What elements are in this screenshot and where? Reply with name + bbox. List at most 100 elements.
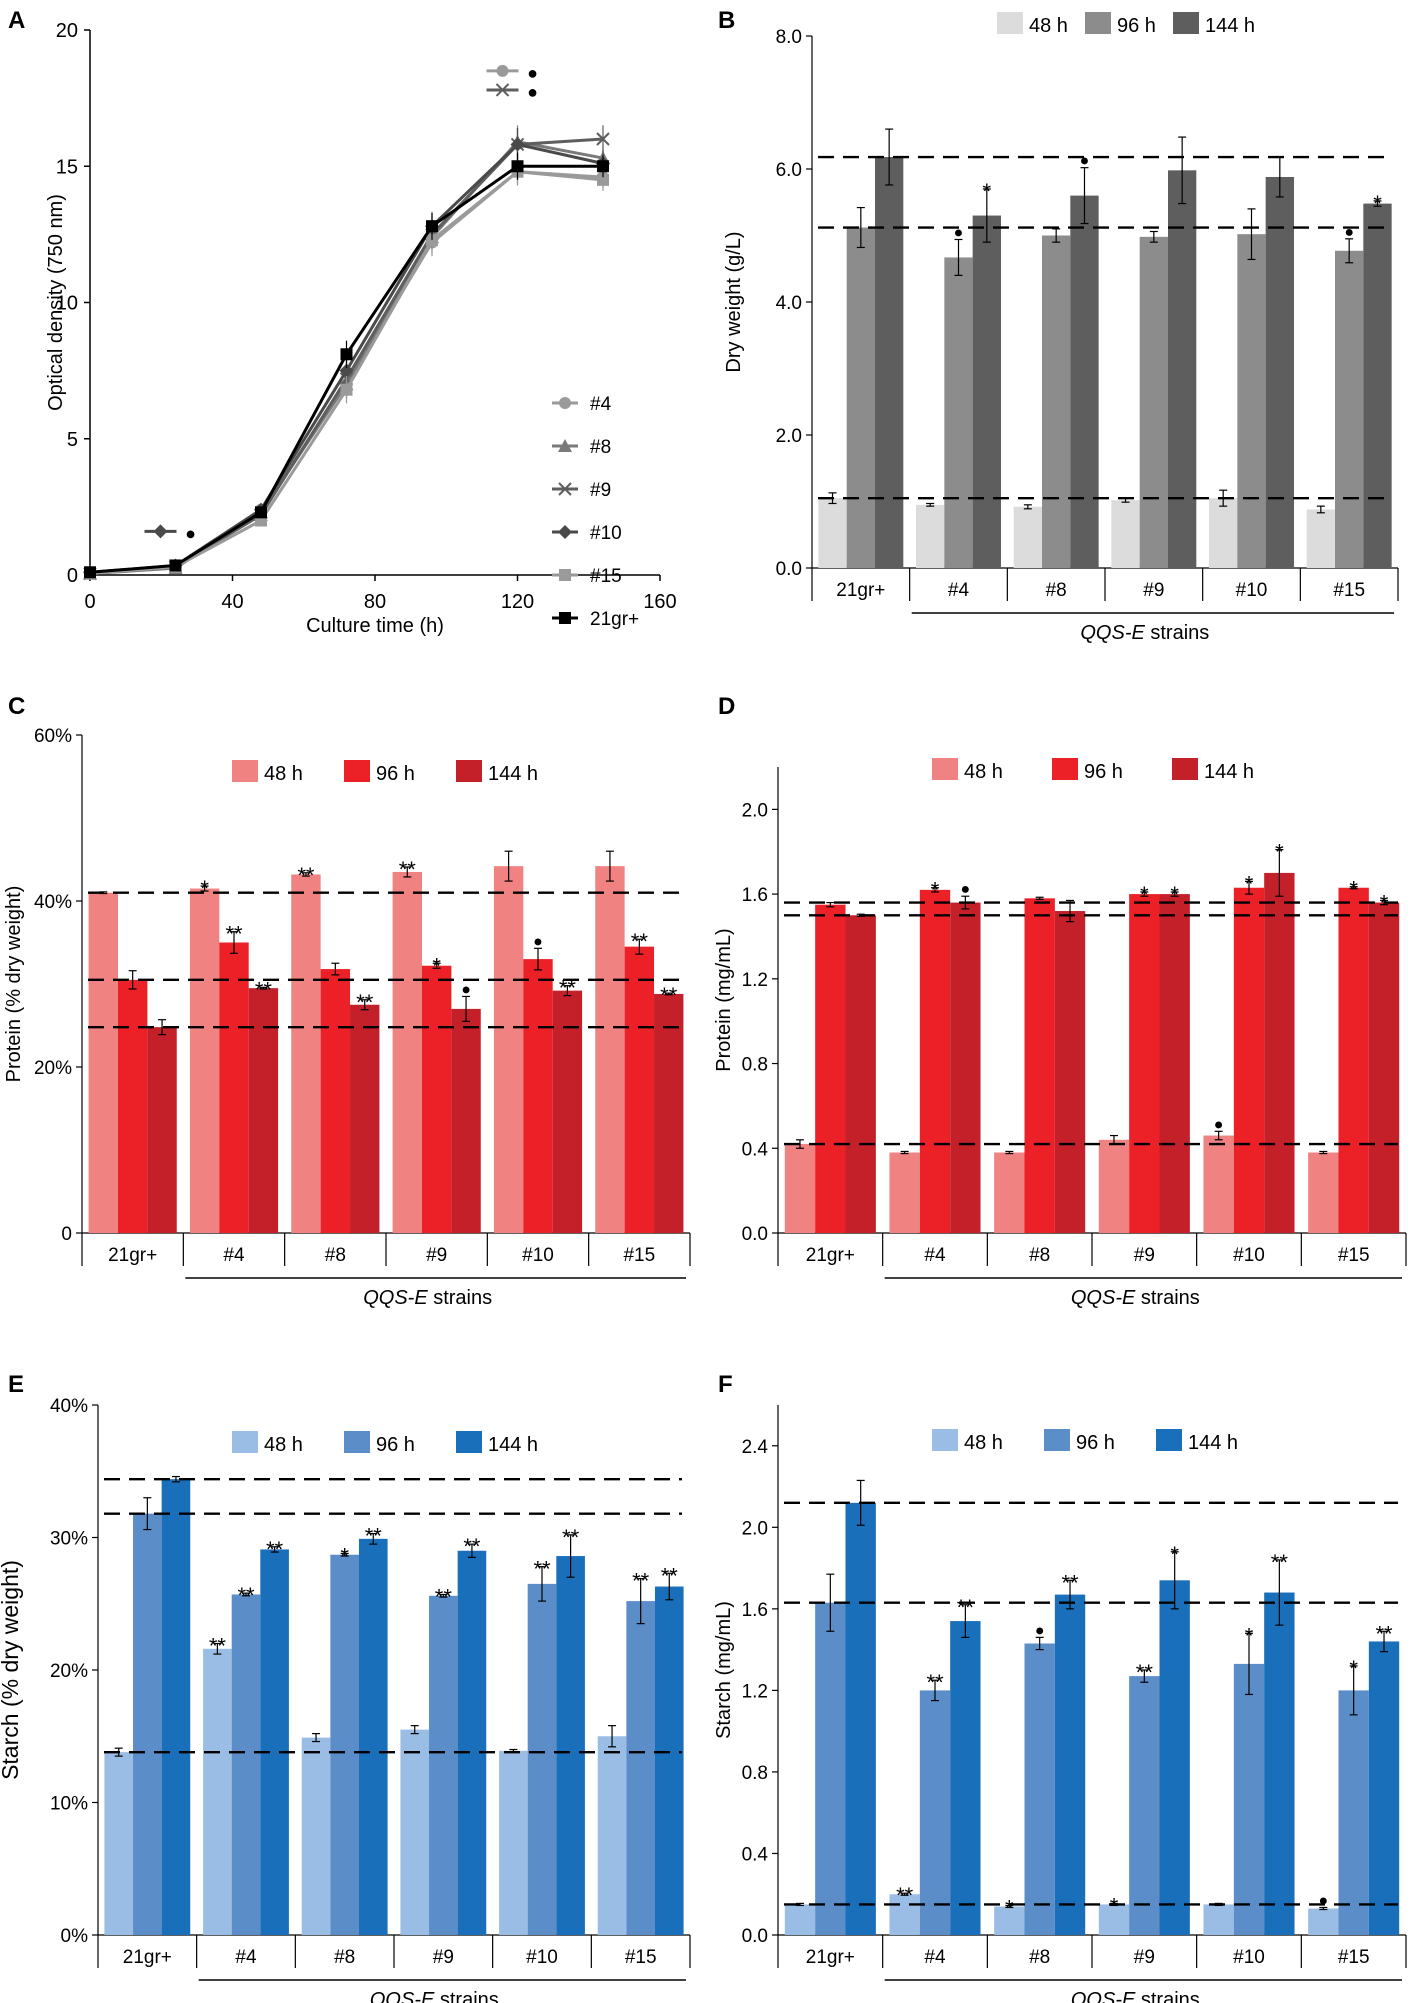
significance-mark: ** <box>209 1634 227 1659</box>
legend-label: 96 h <box>376 763 415 785</box>
category-label: #4 <box>223 1245 245 1266</box>
category-label: #10 <box>1236 580 1268 601</box>
bar <box>499 1750 528 1935</box>
legend-swatch <box>456 760 482 782</box>
significance-mark: ● <box>533 933 543 950</box>
bar <box>815 904 846 1233</box>
y-tick-label: 2.0 <box>776 426 802 447</box>
bar <box>1265 176 1294 569</box>
significance-mark: * <box>1275 840 1284 865</box>
category-label: #10 <box>526 1947 558 1968</box>
bar <box>552 990 583 1233</box>
bar <box>1338 1690 1369 1935</box>
bar <box>104 1752 134 1935</box>
legend: 48 h 96 h 144 h <box>232 760 538 785</box>
y-tick-label: 2.0 <box>742 1518 768 1539</box>
bar <box>626 1601 655 1935</box>
y-tick-label: 20% <box>34 1058 72 1079</box>
series-48-h: ** * * ● <box>784 1883 1339 1935</box>
y-tick-label: 1.2 <box>742 1681 768 1702</box>
bar <box>784 1904 816 1935</box>
bar <box>1203 1135 1234 1233</box>
significance-mark: ● <box>1344 224 1354 241</box>
y-tick-label: 0 <box>67 565 78 587</box>
legend-label: 96 h <box>1084 761 1123 783</box>
bar <box>1054 911 1086 1233</box>
legend-swatch <box>1173 12 1199 34</box>
group-caption: QQS-E strains <box>1071 1989 1200 2003</box>
legend-label: 48 h <box>264 1434 303 1456</box>
significance-mark: ● <box>1080 153 1090 170</box>
legend: 48 h 96 h 144 h <box>932 1429 1238 1454</box>
bar <box>1363 203 1392 568</box>
legend-label: 48 h <box>1029 15 1068 37</box>
category-label: 21gr+ <box>806 1245 855 1266</box>
legend-label: 144 h <box>1188 1432 1238 1454</box>
legend-swatch <box>1156 1429 1182 1451</box>
data-point <box>84 566 96 579</box>
significance-mark: * <box>1349 1656 1358 1681</box>
y-tick-label: 0.8 <box>742 1763 768 1784</box>
significance-mark: * <box>931 878 940 903</box>
bar <box>1338 887 1369 1233</box>
y-axis-title: Dry weight (g/L) <box>723 231 745 372</box>
legend-label: 144 h <box>488 763 538 785</box>
bar <box>1042 235 1071 568</box>
bar <box>358 1538 388 1935</box>
y-tick-label: 1.6 <box>742 885 768 906</box>
panel-label-e: E <box>8 1371 24 1398</box>
y-tick-label: 0.0 <box>742 1926 768 1947</box>
series-96-h: **●**** <box>815 1573 1369 1935</box>
bar <box>994 1152 1025 1233</box>
y-tick-label: 5 <box>67 429 78 451</box>
significance-mark: * <box>1005 1895 1014 1920</box>
bar <box>1308 1908 1339 1935</box>
group-caption-italic: QQS-E <box>1071 1287 1136 1309</box>
y-axis-title: Optical density (750 nm) <box>45 194 67 411</box>
legend-label: #9 <box>590 480 611 501</box>
legend-swatch <box>932 1429 958 1451</box>
y-tick-label: 15 <box>56 156 78 178</box>
series-144-h: ** ** ● ** ** <box>147 976 684 1233</box>
series-48-h <box>818 489 1336 568</box>
y-tick-label: 0.0 <box>776 559 802 580</box>
bar <box>994 1906 1025 1935</box>
significance-mark: * <box>1245 1623 1254 1648</box>
legend: 48 h 96 h 144 h <box>232 1431 538 1456</box>
bar <box>400 1729 430 1935</box>
group-caption: QQS-E strains <box>1080 622 1209 644</box>
bar <box>1264 1592 1295 1935</box>
significance-mark: ** <box>660 983 678 1008</box>
legend-label: 144 h <box>488 1434 538 1456</box>
group-caption-rest: strains <box>1145 622 1209 644</box>
bar <box>1024 898 1055 1233</box>
bar <box>845 1502 876 1935</box>
significance-mark: ● <box>961 881 971 898</box>
legend-label: #10 <box>590 523 622 544</box>
category-label: #15 <box>1333 580 1365 601</box>
significance-mark: ** <box>562 1525 580 1550</box>
group-caption-rest: strains <box>1135 1989 1199 2003</box>
bar <box>1111 500 1140 568</box>
group-caption: QQS-E strains <box>370 1989 499 2003</box>
bar <box>350 1004 380 1233</box>
category-label: #8 <box>1029 1245 1050 1266</box>
category-label: 21gr+ <box>108 1245 157 1266</box>
significance-mark: * <box>1110 1893 1119 1918</box>
significance-mark: ● <box>461 981 471 998</box>
bar <box>451 1008 481 1233</box>
data-point <box>426 220 438 233</box>
significance-mark: ** <box>1061 1570 1079 1595</box>
category-label: #9 <box>1143 580 1164 601</box>
bar <box>392 871 422 1233</box>
group-caption-italic: QQS-E <box>1080 622 1145 644</box>
category-label: #15 <box>1338 1947 1370 1968</box>
significance-mark: * <box>1170 1542 1179 1567</box>
significance-mark: ** <box>661 1563 679 1588</box>
bar <box>1233 1663 1265 1935</box>
category-label: #10 <box>1233 1947 1265 1968</box>
bar <box>944 257 973 568</box>
bar <box>919 889 951 1233</box>
bar <box>147 1027 177 1233</box>
